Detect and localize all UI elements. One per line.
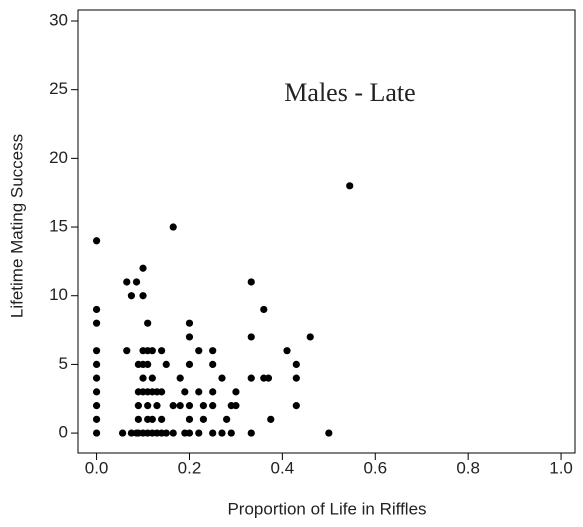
- point: [247, 374, 255, 382]
- point: [162, 360, 170, 368]
- point: [127, 292, 136, 300]
- point: [169, 429, 177, 437]
- point: [92, 319, 101, 327]
- point: [176, 402, 184, 410]
- point: [185, 319, 194, 327]
- point: [139, 292, 147, 300]
- point: [148, 374, 156, 382]
- x-tick-label: 0.8: [456, 458, 480, 477]
- point: [232, 388, 240, 396]
- point: [185, 415, 194, 423]
- x-tick-label: 0.2: [178, 458, 202, 477]
- point: [139, 264, 147, 272]
- point: [144, 402, 152, 410]
- point: [306, 333, 314, 341]
- point: [218, 429, 226, 437]
- point: [134, 415, 142, 423]
- point: [264, 374, 273, 382]
- x-tick-label: 0.4: [271, 458, 295, 477]
- y-tick-label: 30: [49, 10, 68, 29]
- point: [162, 429, 170, 437]
- point: [247, 429, 255, 437]
- point: [292, 360, 300, 368]
- point: [123, 278, 131, 286]
- point: [292, 374, 300, 382]
- point: [158, 415, 166, 423]
- point: [144, 319, 152, 327]
- point: [346, 182, 354, 190]
- point: [169, 402, 177, 410]
- point: [195, 429, 203, 437]
- y-tick-label: 20: [49, 148, 68, 167]
- point: [169, 223, 177, 231]
- y-tick-label: 25: [49, 79, 68, 98]
- point: [92, 360, 101, 368]
- point: [195, 347, 203, 355]
- point: [209, 429, 217, 437]
- y-axis-label: Lifetime Mating Success: [7, 134, 26, 318]
- point: [153, 402, 161, 410]
- point: [267, 415, 275, 423]
- point: [92, 374, 101, 382]
- point: [195, 388, 203, 396]
- point: [158, 347, 166, 355]
- point: [148, 347, 156, 355]
- point: [209, 360, 217, 368]
- plot-frame: [77, 9, 576, 454]
- point: [92, 429, 101, 437]
- point: [92, 388, 101, 396]
- x-axis-label: Proportion of Life in Riffles: [227, 499, 426, 518]
- point: [123, 347, 131, 355]
- point: [185, 402, 194, 410]
- point: [92, 415, 101, 423]
- point: [92, 237, 101, 245]
- point: [260, 305, 268, 314]
- y-tick-label: 0: [59, 423, 68, 442]
- point: [209, 347, 217, 355]
- x-tick-label: 0.6: [363, 458, 387, 477]
- point: [185, 360, 194, 368]
- point: [158, 388, 166, 396]
- point: [92, 305, 101, 314]
- point: [132, 278, 141, 286]
- point: [209, 388, 217, 396]
- point: [148, 415, 156, 423]
- y-tick-label: 5: [59, 354, 68, 373]
- point: [176, 374, 184, 382]
- point: [232, 402, 240, 410]
- point: [292, 402, 300, 410]
- point: [92, 402, 101, 410]
- point: [199, 415, 208, 423]
- point: [134, 402, 142, 410]
- point: [127, 429, 136, 437]
- point: [227, 429, 235, 437]
- point: [185, 333, 194, 341]
- point: [92, 347, 101, 355]
- annotation: Males - Late: [284, 78, 415, 107]
- y-tick-label: 15: [49, 217, 68, 236]
- point: [185, 429, 194, 437]
- x-tick-label: 1.0: [549, 458, 573, 477]
- point: [199, 402, 208, 410]
- point: [181, 388, 189, 396]
- point: [325, 429, 333, 437]
- point: [283, 347, 291, 355]
- x-tick-label: 0.0: [85, 458, 109, 477]
- point: [218, 374, 226, 382]
- point: [139, 374, 147, 382]
- point: [247, 333, 255, 341]
- point: [223, 415, 231, 423]
- point: [247, 278, 255, 286]
- point: [118, 429, 127, 437]
- point: [144, 360, 152, 368]
- point: [209, 402, 217, 410]
- y-tick-label: 10: [49, 285, 68, 304]
